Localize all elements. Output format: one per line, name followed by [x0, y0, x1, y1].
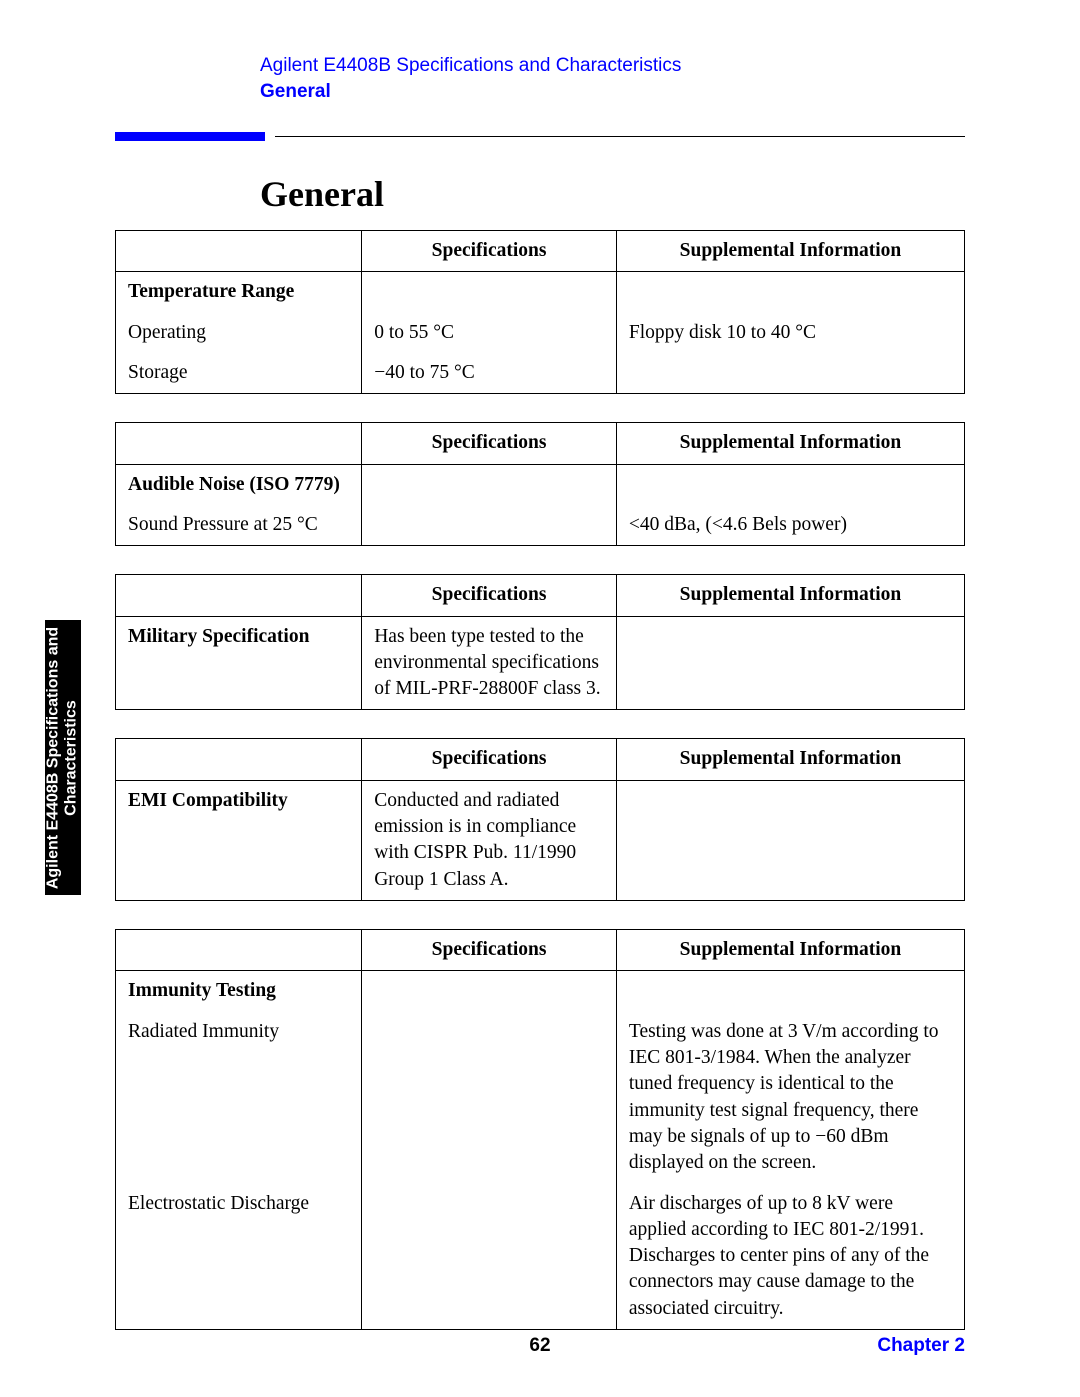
table-cell	[616, 272, 964, 313]
table-header-row: Specifications Supplemental Information	[116, 575, 965, 616]
table-row: Military Specification Has been type tes…	[116, 616, 965, 710]
table-header-specifications: Specifications	[362, 930, 617, 971]
table-header-specifications: Specifications	[362, 423, 617, 464]
table-emi-compatibility: Specifications Supplemental Information …	[115, 738, 965, 901]
table-row-label: Audible Noise (ISO 7779)	[116, 464, 362, 505]
page-footer: 62 Chapter 2	[115, 1335, 965, 1357]
table-header-supplemental: Supplemental Information	[616, 423, 964, 464]
table-cell	[362, 464, 617, 505]
table-cell: Storage	[116, 353, 362, 394]
table-cell: Floppy disk 10 to 40 °C	[616, 313, 964, 353]
table-cell: Radiated Immunity	[116, 1012, 362, 1184]
table-cell	[362, 1012, 617, 1184]
table-cell	[616, 616, 964, 710]
table-header-row: Specifications Supplemental Information	[116, 739, 965, 780]
table-row: Electrostatic Discharge Air discharges o…	[116, 1184, 965, 1330]
side-tab-text: Agilent E4408B Specifications and Charac…	[45, 626, 82, 888]
table-header-blank	[116, 575, 362, 616]
table-cell	[362, 272, 617, 313]
running-header: Agilent E4408B Specifications and Charac…	[260, 55, 965, 103]
table-row-label: Immunity Testing	[116, 971, 362, 1012]
accent-bar	[115, 132, 265, 141]
chapter-label: Chapter 2	[877, 1335, 965, 1357]
table-row: Sound Pressure at 25 °C <40 dBa, (<4.6 B…	[116, 505, 965, 546]
side-tab-line1: Agilent E4408B Specifications and	[45, 626, 62, 888]
table-cell: Sound Pressure at 25 °C	[116, 505, 362, 546]
table-row: Immunity Testing	[116, 971, 965, 1012]
table-cell	[616, 971, 964, 1012]
table-row: Operating 0 to 55 °C Floppy disk 10 to 4…	[116, 313, 965, 353]
table-temperature-range: Specifications Supplemental Information …	[115, 230, 965, 394]
table-military-specification: Specifications Supplemental Information …	[115, 574, 965, 710]
table-cell: Electrostatic Discharge	[116, 1184, 362, 1330]
table-cell: 0 to 55 °C	[362, 313, 617, 353]
table-cell: Air discharges of up to 8 kV were applie…	[616, 1184, 964, 1330]
table-header-blank	[116, 930, 362, 971]
table-row: Radiated Immunity Testing was done at 3 …	[116, 1012, 965, 1184]
table-row-label: Temperature Range	[116, 272, 362, 313]
table-row-label: EMI Compatibility	[116, 780, 362, 900]
table-cell	[362, 1184, 617, 1330]
table-header-supplemental: Supplemental Information	[616, 930, 964, 971]
table-cell	[616, 353, 964, 394]
table-header-row: Specifications Supplemental Information	[116, 423, 965, 464]
table-row: Audible Noise (ISO 7779)	[116, 464, 965, 505]
table-header-supplemental: Supplemental Information	[616, 575, 964, 616]
table-header-specifications: Specifications	[362, 231, 617, 272]
table-cell: −40 to 75 °C	[362, 353, 617, 394]
side-tab-line2: Characteristics	[63, 700, 80, 816]
table-row: Storage −40 to 75 °C	[116, 353, 965, 394]
table-cell: <40 dBa, (<4.6 Bels power)	[616, 505, 964, 546]
document-page: Agilent E4408B Specifications and Charac…	[0, 0, 1080, 1397]
table-cell: Operating	[116, 313, 362, 353]
table-cell: Testing was done at 3 V/m according to I…	[616, 1012, 964, 1184]
horizontal-rule	[275, 136, 965, 137]
table-header-blank	[116, 231, 362, 272]
table-header-specifications: Specifications	[362, 739, 617, 780]
table-row: EMI Compatibility Conducted and radiated…	[116, 780, 965, 900]
header-section-title: General	[260, 81, 965, 103]
page-number: 62	[529, 1335, 550, 1357]
table-row: Temperature Range	[116, 272, 965, 313]
table-row-label: Military Specification	[116, 616, 362, 710]
table-cell	[616, 780, 964, 900]
table-header-supplemental: Supplemental Information	[616, 231, 964, 272]
table-header-supplemental: Supplemental Information	[616, 739, 964, 780]
table-header-row: Specifications Supplemental Information	[116, 231, 965, 272]
table-cell	[362, 505, 617, 546]
table-cell: Has been type tested to the environmenta…	[362, 616, 617, 710]
header-doc-title: Agilent E4408B Specifications and Charac…	[260, 55, 965, 77]
table-cell	[616, 464, 964, 505]
table-header-row: Specifications Supplemental Information	[116, 930, 965, 971]
table-immunity-testing: Specifications Supplemental Information …	[115, 929, 965, 1330]
tables-container: Specifications Supplemental Information …	[115, 230, 965, 1330]
table-cell: Conducted and radiated emission is in co…	[362, 780, 617, 900]
table-header-blank	[116, 739, 362, 780]
table-audible-noise: Specifications Supplemental Information …	[115, 422, 965, 546]
side-tab: Agilent E4408B Specifications and Charac…	[45, 620, 81, 895]
table-header-blank	[116, 423, 362, 464]
table-header-specifications: Specifications	[362, 575, 617, 616]
table-cell	[362, 971, 617, 1012]
section-heading: General	[260, 173, 965, 215]
